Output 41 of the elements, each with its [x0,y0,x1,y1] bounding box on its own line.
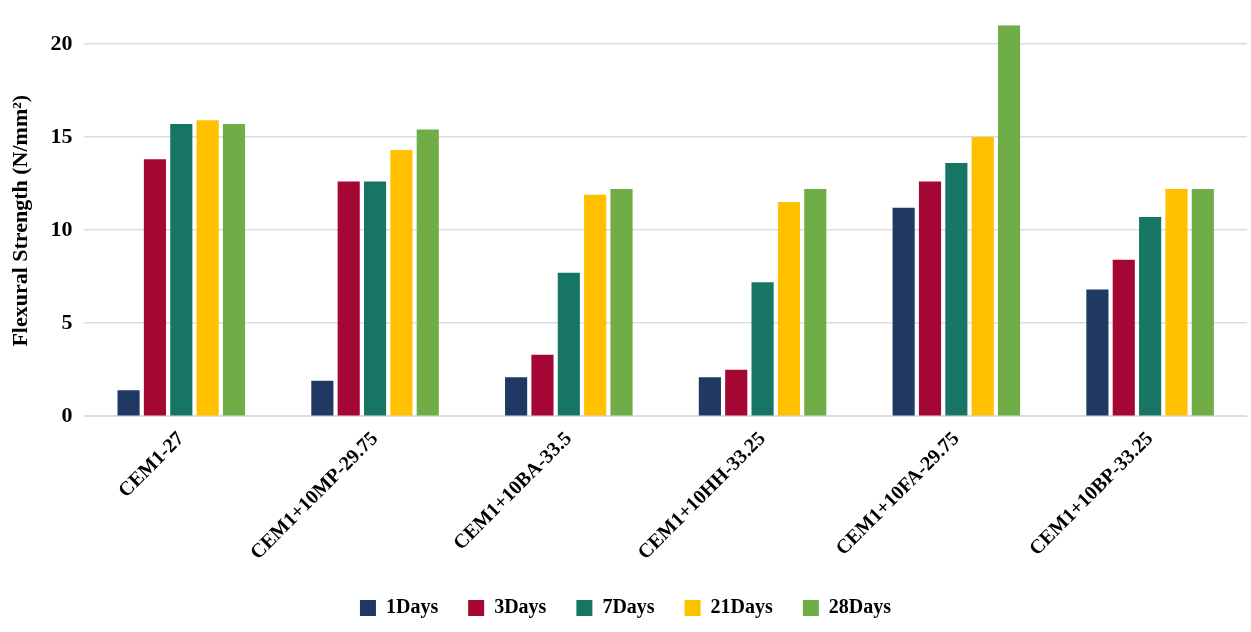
legend-label: 28Days [828,595,892,619]
bar [777,202,800,416]
bar [804,189,827,416]
legend-label: 21Days [710,595,774,619]
legend-label: 1Days [385,595,439,619]
y-tick-label: 0 [61,401,73,427]
bar [918,181,942,416]
y-tick-label: 10 [50,215,73,241]
bar [222,123,246,416]
bar [170,123,193,416]
bar [1139,216,1162,416]
bar [505,377,528,416]
bar [725,369,748,416]
bar [610,189,633,416]
bar [1086,289,1109,416]
bar [1191,189,1214,416]
y-tick-label: 20 [50,29,73,55]
bar [584,194,607,416]
legend-label: 7Days [602,595,655,619]
y-tick-label: 15 [50,122,73,148]
bar [557,272,580,416]
bar [892,207,915,416]
bar [117,390,140,416]
bar [751,282,774,416]
bar [311,380,334,416]
bar [196,120,219,416]
y-tick-label: 5 [61,308,73,334]
y-axis-title: Flexural Strength (N/mm²) [6,94,32,347]
bar [416,129,439,416]
bar [945,162,968,416]
bar [971,136,994,416]
bar [531,354,554,416]
bar [997,25,1021,416]
bar [698,377,721,416]
bar [363,181,387,416]
bar [1165,189,1188,416]
bar [143,159,166,416]
bar [390,149,413,416]
bar [337,181,360,416]
legend-label: 3Days [494,595,547,619]
bar [1112,259,1135,416]
